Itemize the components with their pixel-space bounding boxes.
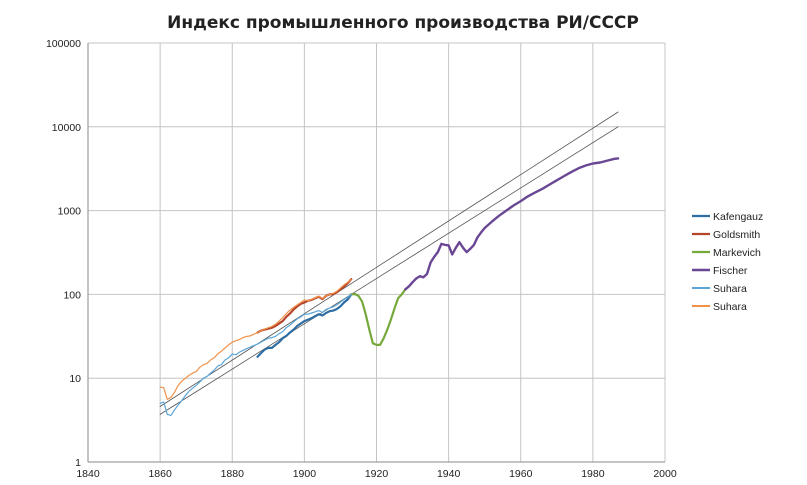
series-line-kafengauz-0 — [256, 293, 353, 358]
series-line-fischer-3 — [404, 157, 620, 291]
x-tick-label: 1920 — [365, 468, 389, 480]
x-tick-label: 1860 — [148, 468, 172, 480]
legend-label-fischer-3: Fischer — [713, 265, 748, 277]
axes: 1840 1860 1880 1900 1920 1940 1960 1980 2000 1 10 1… — [46, 38, 677, 480]
x-tick-label: 1960 — [509, 468, 533, 480]
legend-label-markevich-2: Markevich — [713, 247, 761, 259]
chart-title: Индекс промышленного производства РИ/ССС… — [167, 13, 639, 33]
x-tick-label: 1980 — [581, 468, 605, 480]
y-tick-label: 1000 — [58, 206, 82, 218]
series-line-goldsmith-1 — [256, 278, 353, 334]
y-tick-label: 1 — [75, 457, 81, 469]
y-tick-label: 10 — [69, 373, 81, 385]
x-tick-label: 1900 — [293, 468, 317, 480]
x-tick-label: 1880 — [221, 468, 245, 480]
legend-label-goldsmith-1: Goldsmith — [713, 229, 760, 241]
legend: Kafengauz Goldsmith Markevich Fischer Suhara… — [692, 211, 763, 313]
series-layer — [159, 111, 620, 416]
grid — [87, 42, 666, 463]
legend-label-suhara-5: Suhara — [713, 301, 747, 313]
y-tick-label: 10000 — [52, 122, 81, 134]
series-line-trend-6 — [159, 111, 619, 407]
series-line-markevich-2 — [350, 288, 407, 346]
x-tick-label: 1940 — [437, 468, 461, 480]
legend-label-suhara-4: Suhara — [713, 283, 747, 295]
x-tick-label: 1840 — [76, 468, 100, 480]
series-line-trend-7 — [159, 126, 619, 415]
y-tick-label: 100 — [63, 289, 81, 301]
x-tick-label: 2000 — [653, 468, 677, 480]
y-tick-label: 100000 — [46, 38, 81, 50]
series-line-suhara-5 — [159, 279, 352, 400]
legend-label-kafengauz-0: Kafengauz — [713, 211, 763, 223]
series-line-suhara-4 — [159, 293, 352, 416]
